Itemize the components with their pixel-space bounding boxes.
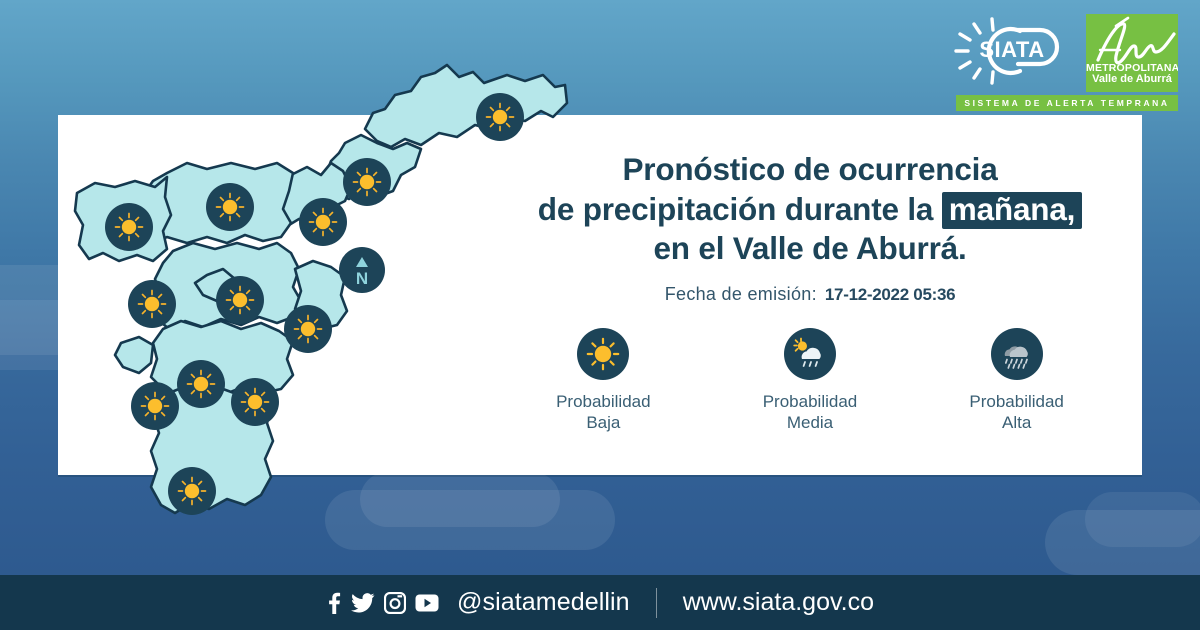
marker-9[interactable]: [177, 360, 225, 408]
region-la-estrella: [113, 335, 155, 375]
instagram-icon[interactable]: [384, 591, 406, 614]
background-cloud-5: [1045, 510, 1200, 575]
marker-1[interactable]: [476, 93, 524, 141]
map-valle-de-aburra: N: [55, 25, 569, 565]
cloud-rain-icon: [1004, 346, 1028, 369]
legend-item-alta: Probabilidad Alta: [942, 328, 1092, 434]
logo-group: SIATA METROPOLITANA Valle de Aburrá SIST…: [928, 14, 1178, 111]
legend-label-alta: Probabilidad Alta: [942, 391, 1092, 434]
social-handle[interactable]: @siatamedellin: [457, 588, 630, 616]
youtube-icon[interactable]: [415, 594, 439, 612]
legend-icon-wrap-baja: [577, 328, 630, 380]
tagline-banner: SISTEMA DE ALERTA TEMPRANA: [956, 95, 1178, 111]
background-cloud-4: [360, 472, 560, 527]
marker-8[interactable]: [284, 305, 332, 353]
siata-logo: SIATA: [948, 14, 1080, 88]
sun-icon: [186, 369, 216, 399]
sun-icon: [293, 314, 323, 344]
sun-icon: [225, 285, 255, 315]
title-highlight: mañana,: [941, 191, 1083, 229]
title-line-3: en el Valle de Aburrá.: [653, 230, 967, 267]
sun-icon: [137, 289, 167, 319]
legend-label-media: Probabilidad Media: [735, 391, 885, 434]
sun-cloud-rain-icon: [793, 337, 821, 367]
marker-10[interactable]: [231, 378, 279, 426]
area-metropolitana-logo: METROPOLITANA Valle de Aburrá: [1086, 14, 1178, 92]
social-links: [326, 591, 439, 615]
marker-5[interactable]: [105, 203, 153, 251]
issue-date-label: Fecha de emisión:: [664, 284, 817, 305]
marker-12[interactable]: [168, 467, 216, 515]
area-line1: METROPOLITANA: [1086, 61, 1178, 74]
footer-bar: @siatamedellin www.siata.gov.co: [0, 575, 1200, 630]
twitter-icon[interactable]: [351, 592, 375, 614]
sun-icon: [587, 337, 620, 371]
marker-6[interactable]: [216, 276, 264, 324]
marker-11[interactable]: [131, 382, 179, 430]
forecast-panel: Pronóstico de ocurrencia de precipitació…: [500, 150, 1120, 305]
legend-label-baja: Probabilidad Baja: [528, 391, 678, 434]
area-line2: Valle de Aburrá: [1092, 73, 1172, 86]
sun-icon: [352, 167, 382, 197]
page-title: Pronóstico de ocurrencia de precipitació…: [500, 150, 1120, 269]
marker-7[interactable]: [128, 280, 176, 328]
sun-icon: [308, 207, 338, 237]
legend-media-line1: Probabilidad: [762, 392, 858, 411]
title-line-2-pre: de precipitación durante la: [537, 190, 934, 227]
compass-label: N: [356, 269, 368, 288]
legend-media-line2: Media: [786, 413, 834, 433]
sun-icon: [114, 212, 144, 242]
sun-icon: [140, 391, 170, 421]
legend-baja-line1: Probabilidad: [556, 392, 651, 411]
legend-alta-line1: Probabilidad: [969, 392, 1064, 411]
compass-north-icon: N: [339, 247, 385, 293]
sun-icon: [177, 476, 207, 506]
legend-item-baja: Probabilidad Baja: [528, 328, 678, 434]
area-subtitle: METROPOLITANA Valle de Aburrá: [1086, 61, 1178, 86]
title-line-2: de precipitación durante la mañana,: [500, 190, 1120, 230]
legend: Probabilidad Baja: [500, 328, 1120, 434]
marker-3[interactable]: [299, 198, 347, 246]
marker-4[interactable]: [206, 183, 254, 231]
siata-wordmark: SIATA: [979, 37, 1044, 62]
legend-icon-wrap-media: [783, 328, 836, 380]
sun-icon: [240, 387, 270, 417]
facebook-icon[interactable]: [326, 591, 342, 615]
sun-icon: [485, 102, 515, 132]
title-line-1: Pronóstico de ocurrencia: [622, 151, 998, 187]
issue-date-value: 17-12-2022 05:36: [824, 285, 956, 305]
background-cloud-6: [1085, 492, 1200, 547]
legend-item-media: Probabilidad Media: [735, 328, 885, 434]
area-script-mark: [1086, 16, 1178, 66]
footer-divider: [655, 587, 657, 618]
marker-2[interactable]: [343, 158, 391, 206]
issue-date: Fecha de emisión: 17-12-2022 05:36: [500, 284, 1120, 305]
legend-alta-line2: Alta: [1001, 413, 1032, 433]
website-url[interactable]: www.siata.gov.co: [682, 588, 874, 616]
legend-baja-line2: Baja: [586, 413, 621, 433]
sun-icon: [215, 192, 245, 222]
legend-icon-wrap-alta: [990, 328, 1043, 380]
background-cloud-3: [325, 490, 615, 550]
